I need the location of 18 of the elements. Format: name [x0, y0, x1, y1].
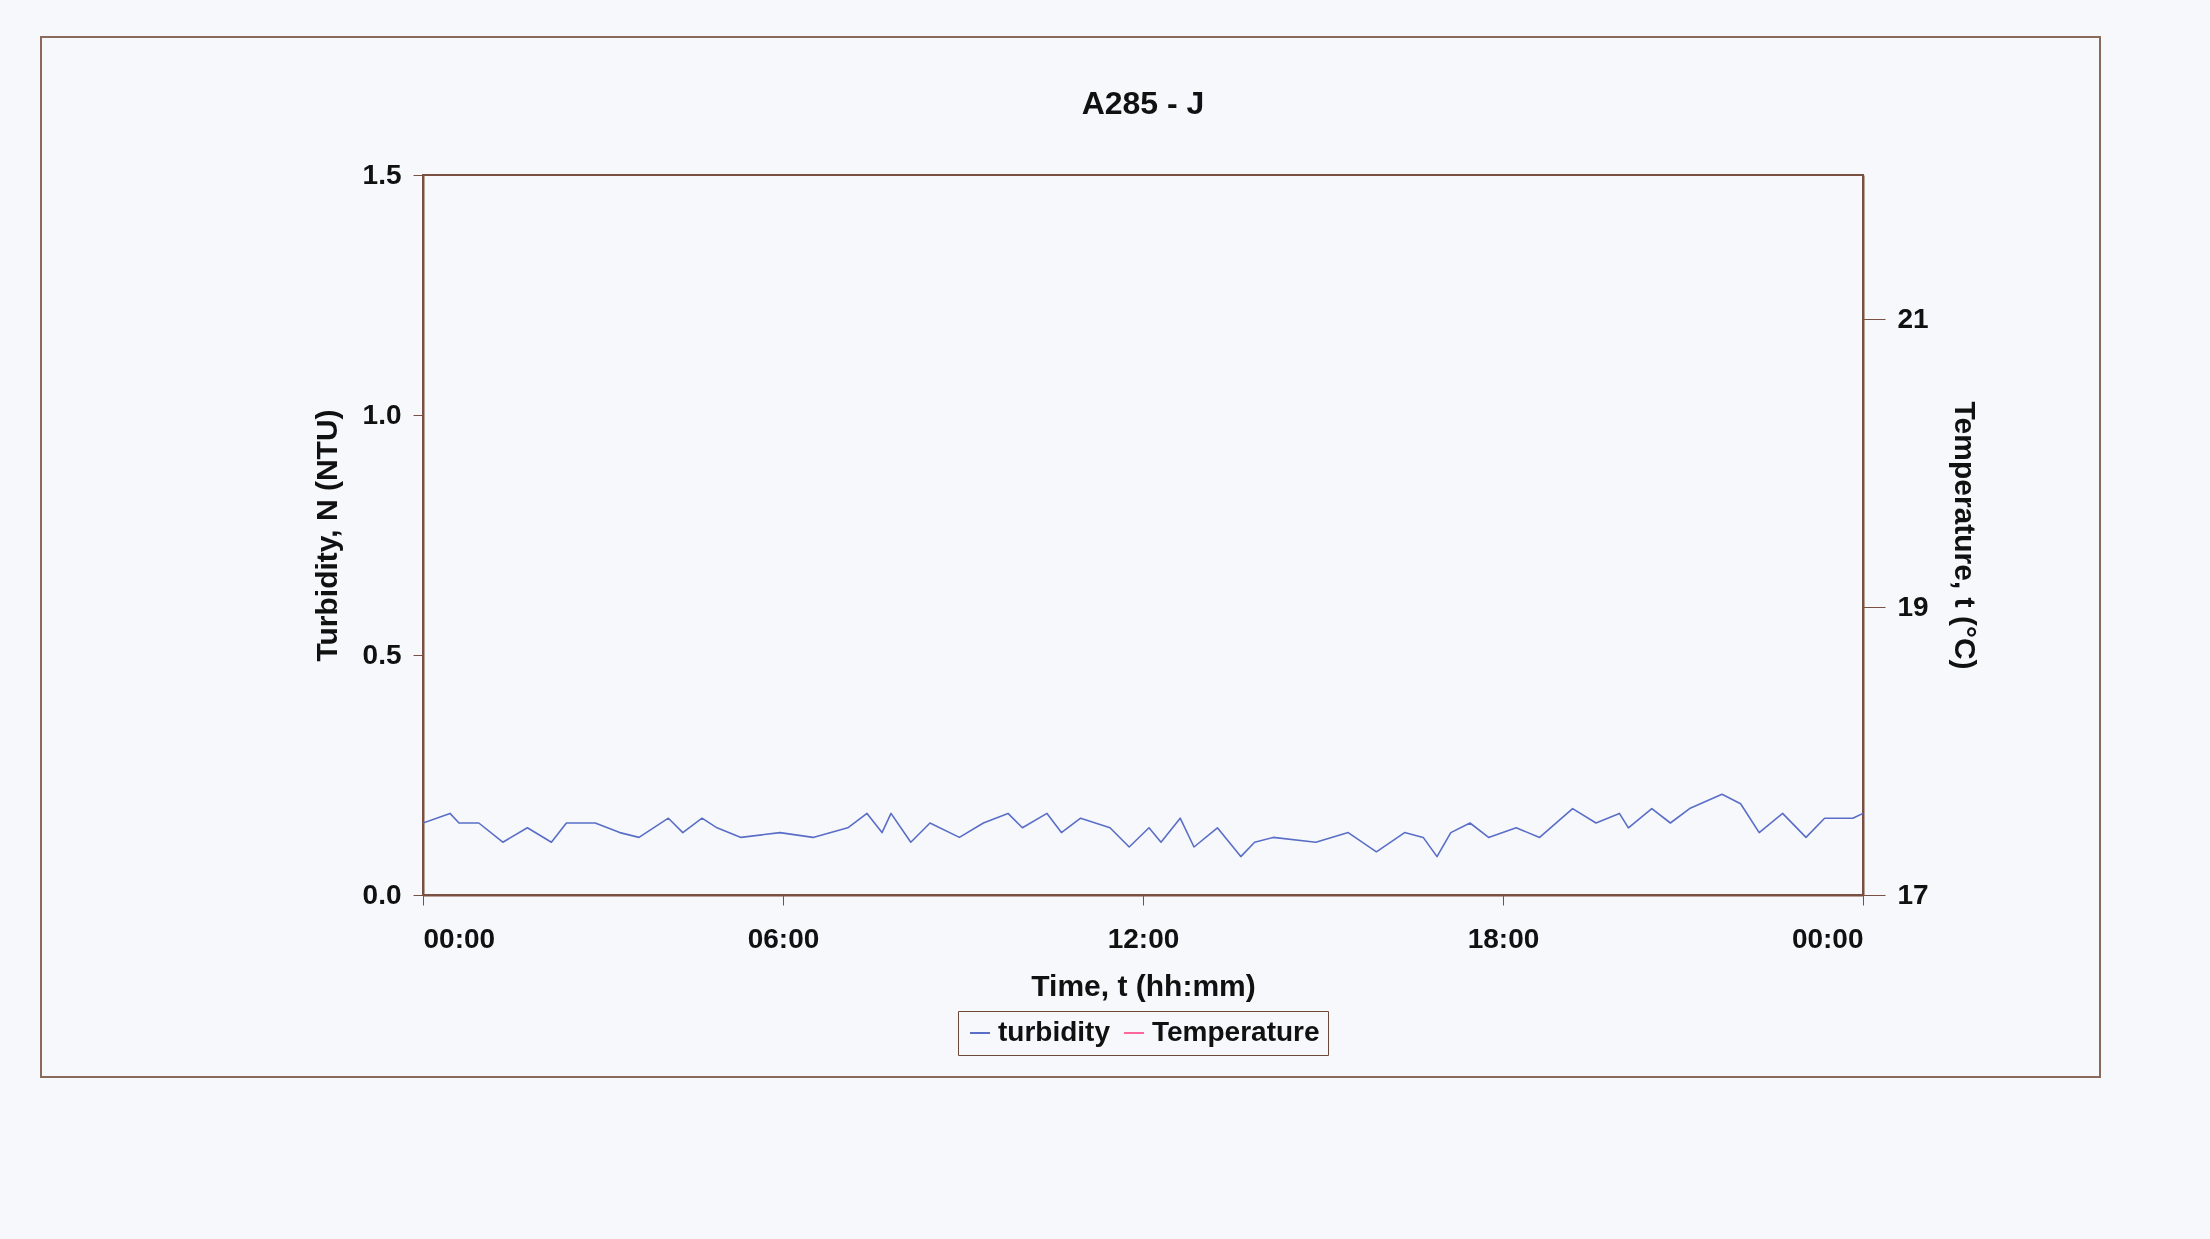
y-axis-title: Turbidity, N (NTU) — [309, 409, 343, 662]
chart-title: A285 - J — [1081, 85, 1205, 121]
y2-axis-title: Temperature, t (°C) — [1948, 401, 1982, 670]
y-tick-label: 1.0 — [362, 398, 402, 430]
x-tick-label: 18:00 — [1467, 922, 1540, 954]
x-tick-label: 00:00 — [1791, 922, 1864, 954]
y-tick-label: 0.5 — [362, 638, 402, 670]
y2-tick-label: 17 — [1897, 878, 1929, 910]
x-tick-label: 12:00 — [1107, 922, 1180, 954]
y2-tick-label: 21 — [1897, 302, 1929, 334]
x-tick-label: 06:00 — [747, 922, 820, 954]
y-tick-label: 1.5 — [362, 158, 402, 190]
y-tick-label: 0.0 — [362, 878, 402, 910]
x-tick-label: 00:00 — [423, 922, 496, 954]
x-axis-title: Time, t (hh:mm) — [1031, 968, 1256, 1002]
y2-tick-label: 19 — [1897, 590, 1929, 622]
legend-label: Temperature — [1152, 1016, 1320, 1047]
legend-label: turbidity — [998, 1016, 1111, 1047]
